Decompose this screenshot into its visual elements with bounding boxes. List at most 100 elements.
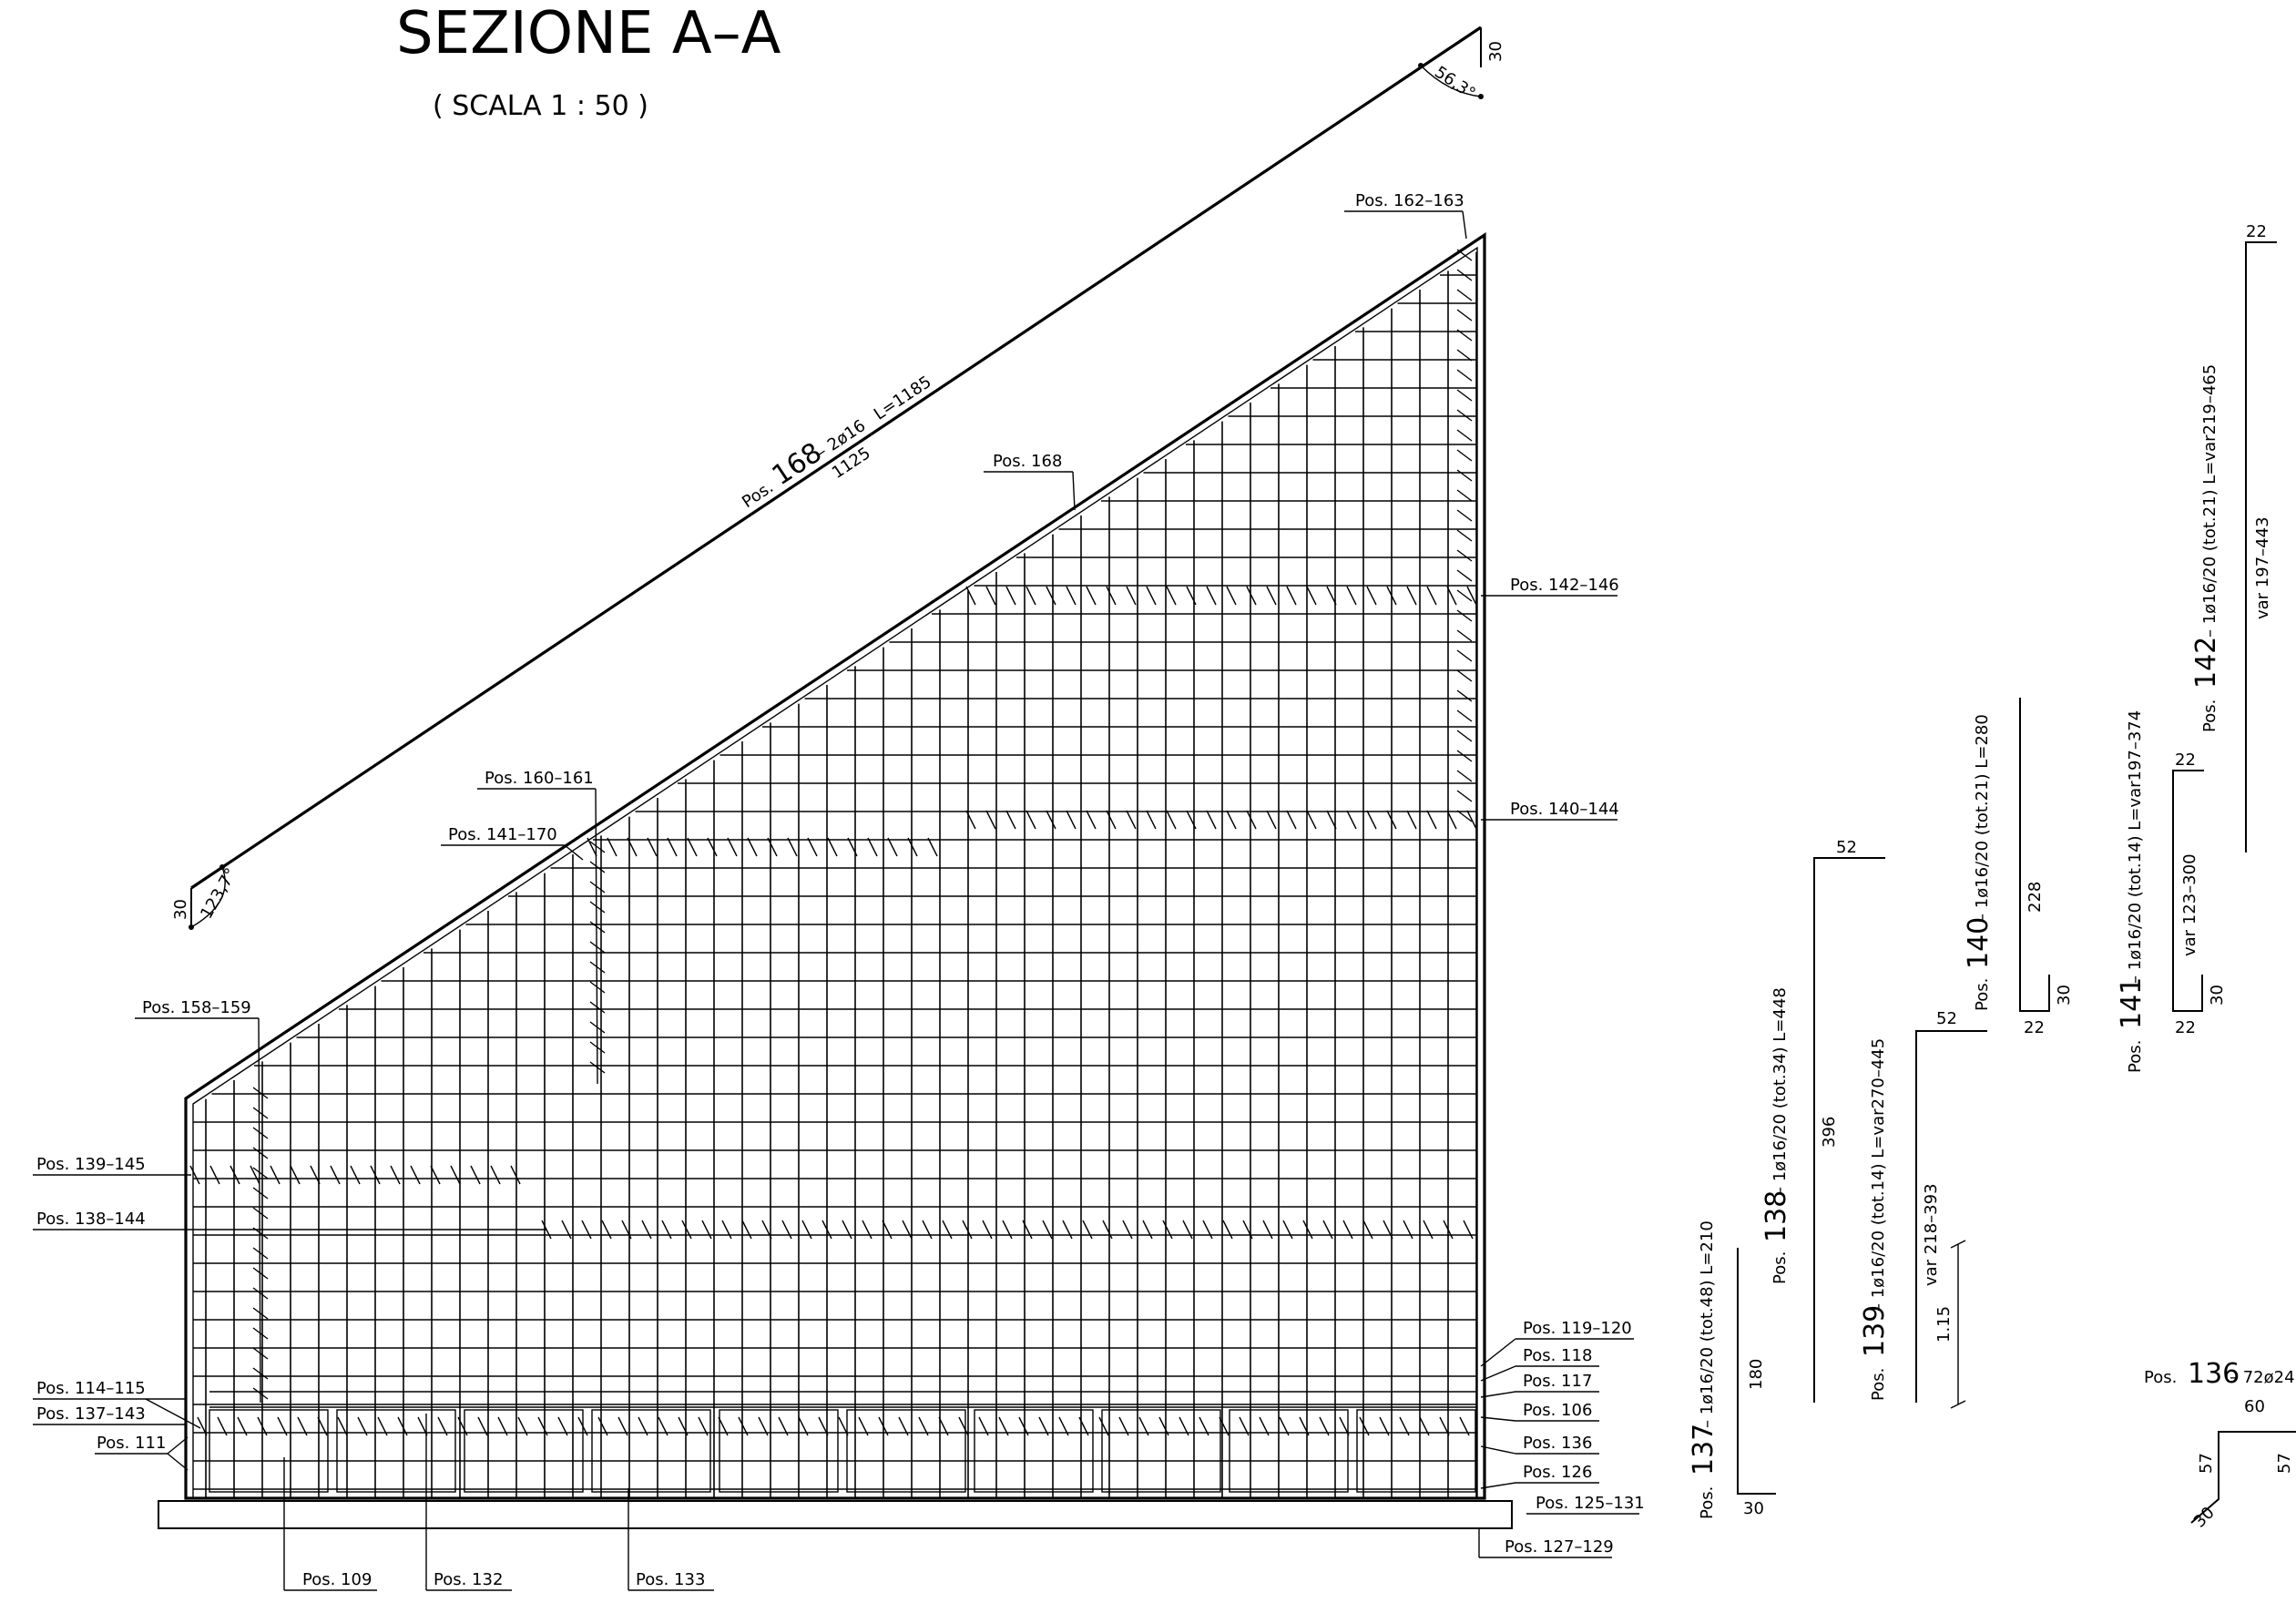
rebar-tick <box>1222 1220 1233 1240</box>
rebar-tick <box>1279 1416 1290 1436</box>
rebar-tick <box>252 1087 269 1099</box>
svg-text:Pos.: Pos. <box>1698 1486 1717 1519</box>
rebar-tick <box>1386 586 1397 606</box>
s136-dim-r: 57 <box>2275 1453 2294 1474</box>
rebar-tick <box>658 1416 668 1436</box>
rebar-tick <box>647 837 658 857</box>
rebar-tick <box>1206 586 1217 606</box>
rebar-tick <box>617 1416 628 1436</box>
rebar-tick <box>1166 586 1177 606</box>
rebar-tick <box>557 1416 568 1436</box>
section-inner-outline <box>192 246 1478 1499</box>
rebar-tick <box>1005 810 1016 830</box>
rebar-tick <box>1202 1220 1213 1240</box>
rebar-tick <box>641 1220 652 1240</box>
rebar-tick <box>252 1207 269 1220</box>
rebar-tick <box>601 1220 612 1240</box>
rebar-tick <box>962 1220 973 1240</box>
rebar-tick <box>1158 1416 1169 1436</box>
rebar-tick <box>1342 1220 1353 1240</box>
rebar-tick <box>497 1416 508 1436</box>
rebar-tick <box>1456 269 1473 281</box>
rebar-tick <box>1002 1220 1013 1240</box>
s137-dim-h: 30 <box>1743 1499 1764 1518</box>
wall-section <box>158 232 1513 1529</box>
s137-pos: Pos. <box>1698 1486 1717 1519</box>
rebar-tick <box>337 1416 348 1436</box>
rebar-tick <box>1126 810 1137 830</box>
bar-168-pos-word: Pos. <box>739 478 777 513</box>
rebar-tick <box>1362 1220 1373 1240</box>
rebar-tick <box>727 837 738 857</box>
s139-num: 139 <box>1859 1305 1891 1357</box>
s136-spec: – 72ø24 <box>2230 1368 2295 1387</box>
rebar-tick <box>1106 586 1117 606</box>
rebar-tick <box>1456 509 1473 522</box>
rebar-tick <box>1456 649 1473 662</box>
rebar-tick <box>1456 669 1473 682</box>
rebar-tick <box>798 1416 809 1436</box>
rebar-tick <box>1282 1220 1293 1240</box>
rebar-tick <box>1456 489 1473 502</box>
callout-119-120: Pos. 119–120 <box>1523 1319 1632 1338</box>
rebar-tick <box>741 1220 752 1240</box>
bar-168-line <box>190 26 1482 890</box>
rebar-tick <box>277 1416 288 1436</box>
rebar-tick <box>1446 586 1457 606</box>
s138-dim-h: 52 <box>1836 838 1857 857</box>
callout-141-170: Pos. 141–170 <box>448 825 557 844</box>
rebar-tick <box>862 1220 872 1240</box>
rebar-tick <box>350 1165 361 1185</box>
rebar-tick <box>1226 810 1237 830</box>
s140-dim-hook: 30 <box>2055 985 2074 1006</box>
rebar-tick <box>1426 586 1437 606</box>
rebar-tick <box>807 837 818 857</box>
rebar-tick <box>1322 1220 1333 1240</box>
rebar-tick <box>847 837 858 857</box>
rebar-tick <box>1386 810 1397 830</box>
schedule-136: Pos. 136 – 72ø24 60 57 57 30 <box>2144 1358 2296 1532</box>
stirrup-box <box>1356 1409 1476 1493</box>
rebar-tick <box>1439 1416 1450 1436</box>
s136-pos: Pos. <box>2144 1368 2177 1387</box>
rebar-tick <box>1419 1416 1430 1436</box>
section-outline <box>184 232 1486 1500</box>
rebar-tick <box>589 921 606 934</box>
rebar-tick <box>902 1220 913 1240</box>
rebar-tick <box>1199 1416 1209 1436</box>
angle-bottom: 123,7° <box>197 865 240 923</box>
rebar-tick <box>1286 810 1297 830</box>
s140-dim-v: 228 <box>2026 882 2045 913</box>
rebar-tick <box>589 941 606 954</box>
rebar-tick <box>589 961 606 974</box>
callout-132: Pos. 132 <box>434 1570 503 1589</box>
stirrup-box <box>591 1409 711 1493</box>
rebar-tick <box>638 1416 648 1436</box>
rebar-tick <box>721 1220 732 1240</box>
s139-spec: – 1ø16/20 (tot.14) L=var270–445 <box>1869 1038 1888 1312</box>
rebar-tick <box>1259 1416 1270 1436</box>
stirrup-box <box>1229 1409 1349 1493</box>
rebar-tick <box>1138 1416 1149 1436</box>
rebar-tick <box>838 1416 849 1436</box>
rebar-tick <box>1446 810 1457 830</box>
rebar-tick <box>1302 1220 1313 1240</box>
s136-dim-l: 57 <box>2197 1453 2216 1474</box>
rebar-tick <box>898 1416 909 1436</box>
rebar-tick <box>1456 689 1473 702</box>
rebar-tick <box>1026 586 1036 606</box>
rebar-tick <box>1082 1220 1093 1240</box>
rebar-tick <box>1456 309 1473 322</box>
schedule-139: Pos. 139 – 1ø16/20 (tot.14) L=var270–445… <box>1859 1009 1987 1409</box>
rebar-tick <box>1086 810 1097 830</box>
rebar-tick <box>678 1416 689 1436</box>
rebar-tick <box>230 1165 240 1185</box>
rebar-tick <box>1022 1220 1033 1240</box>
rebar-tick <box>1456 529 1473 542</box>
drawing-title: SEZIONE A–A <box>396 0 781 67</box>
rebar-tick <box>1219 1416 1230 1436</box>
rebar-tick <box>589 881 606 893</box>
rebar-tick <box>1456 409 1473 422</box>
rebar-tick <box>958 1416 969 1436</box>
